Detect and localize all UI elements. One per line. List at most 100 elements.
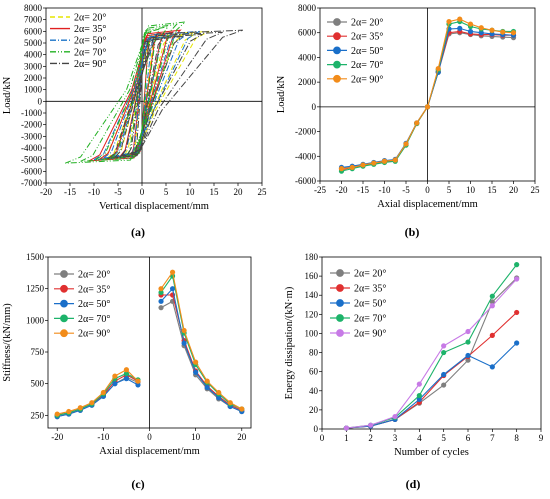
y-tick-label: -4000	[21, 143, 42, 153]
x-tick-label: -10	[88, 187, 100, 197]
legend-item: 2α= 50°	[50, 36, 106, 47]
data-point	[368, 422, 374, 428]
legend-label: 2α= 50°	[78, 299, 110, 310]
hysteresis-loop	[109, 28, 161, 159]
y-tick-label: 0	[38, 96, 43, 106]
y-tick-label: 4000	[24, 50, 43, 60]
legend-label: 2α= 20°	[78, 270, 110, 281]
data-point	[489, 293, 495, 299]
legend-item: 2α= 20°	[327, 18, 383, 29]
hysteresis-loop	[80, 23, 178, 162]
chart-c: -20 -10 0 10 20 250 500 750 1000 1250 1500 Axial di…	[2, 252, 252, 491]
x-tick-label: 15	[210, 187, 220, 197]
data-point	[441, 382, 447, 388]
series-line	[346, 278, 518, 429]
legend-item: 2α= 70°	[327, 60, 383, 71]
data-point	[349, 164, 355, 171]
y-tick-label: 60	[309, 367, 319, 377]
x-axis-label: Axial displacement/mm	[99, 446, 200, 457]
legend-label: 2α= 50°	[354, 299, 386, 310]
y-tick-label: 0	[312, 102, 317, 112]
legend-item: 2α= 90°	[330, 329, 386, 340]
data-point	[441, 343, 447, 349]
data-point	[135, 378, 141, 384]
chart-d: 0 1 2 3 4 5 6 7 8 9 0 20 40 60 80 100 120 140 160 180 Number…	[284, 252, 544, 491]
legend-marker	[60, 284, 68, 293]
y-tick-label: 2000	[24, 73, 43, 83]
hysteresis-loop	[127, 35, 184, 155]
x-tick-label: -20	[51, 432, 63, 442]
legend-label: 2α= 35°	[351, 32, 383, 43]
series-5	[343, 276, 520, 431]
y-tick-label: -5000	[21, 155, 42, 165]
y-tick-label: 5000	[24, 38, 43, 48]
data-point	[489, 332, 495, 338]
data-point	[66, 408, 72, 415]
series-5	[54, 269, 245, 417]
data-point	[239, 406, 245, 412]
data-point	[158, 289, 164, 296]
x-tick-label: -25	[314, 185, 326, 195]
legend-item: 2α= 35°	[50, 24, 106, 35]
series-line-positive	[160, 287, 242, 413]
data-point	[381, 158, 388, 164]
chart-a: -20 -15 -10 -5 0 5 10 15 20 25 -7000 -6000-5000 -400…	[2, 3, 267, 239]
x-tick-label: 0	[320, 433, 325, 443]
series-line-positive	[161, 294, 242, 411]
data-point	[193, 369, 199, 375]
data-point	[416, 396, 422, 402]
data-point	[204, 384, 210, 391]
y-tick-label: 8000	[24, 3, 43, 13]
y-tick-label: 180	[305, 252, 319, 262]
data-point	[193, 359, 199, 365]
data-point	[158, 286, 164, 292]
panel-label: (d)	[406, 477, 421, 491]
legend-item: 2α= 90°	[327, 74, 383, 85]
legend-label: 2α= 35°	[78, 284, 110, 295]
x-tick-label: -20	[336, 185, 348, 195]
x-tick-label: -10	[379, 185, 391, 195]
data-point	[457, 25, 463, 31]
y-tick-label: 80	[309, 348, 319, 358]
x-tick-label: 2	[368, 433, 373, 443]
data-point	[465, 357, 471, 363]
data-point	[500, 29, 506, 35]
data-point	[446, 18, 452, 25]
y-tick-label: -3000	[21, 131, 42, 141]
hysteresis-loop	[95, 26, 170, 160]
y-tick-label: -1000	[21, 108, 42, 118]
y-tick-label: -4000	[295, 151, 316, 161]
data-point	[416, 392, 422, 399]
series-line	[346, 342, 518, 429]
x-tick-label: -10	[97, 432, 109, 442]
x-axis-label: Number of cycles	[394, 447, 469, 458]
y-tick-label: 2000	[298, 77, 317, 87]
data-point	[216, 395, 222, 401]
y-axis-label: Energy dissipation/(kN·m)	[284, 286, 295, 399]
legend-marker	[336, 299, 344, 307]
data-point	[424, 104, 431, 110]
data-point	[392, 413, 398, 420]
data-point	[414, 120, 420, 126]
x-tick-label: 20	[234, 187, 244, 197]
series-line-positive	[160, 300, 242, 413]
x-tick-label: 6	[466, 433, 471, 443]
x-tick-label: 5	[164, 187, 169, 197]
y-tick-label: -6000	[21, 166, 42, 176]
legend-label: 2α= 50°	[351, 46, 383, 57]
legend-item: 2α= 50°	[327, 46, 383, 57]
data-point	[123, 376, 130, 382]
x-tick-label: 25	[531, 185, 541, 195]
legend-item: 2α= 90°	[50, 59, 106, 70]
y-tick-label: -7000	[21, 178, 42, 188]
panel-label: (a)	[131, 225, 145, 239]
y-tick-label: 1500	[26, 252, 45, 262]
series-4-loops	[65, 21, 187, 164]
legend-label: 2α= 90°	[78, 329, 110, 340]
legend-item: 2α= 35°	[330, 284, 386, 295]
data-point	[478, 25, 484, 31]
legend-label: 2α= 90°	[351, 74, 383, 85]
data-point	[100, 389, 106, 396]
y-tick-label: 40	[309, 386, 319, 396]
legend-label: 2α= 90°	[354, 329, 386, 340]
